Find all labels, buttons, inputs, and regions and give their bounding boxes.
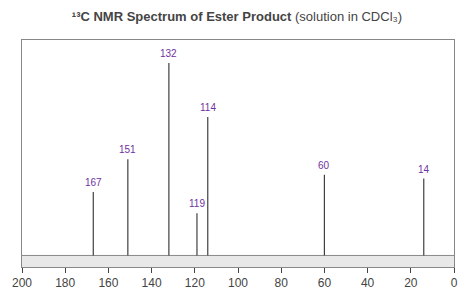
svg-text:119: 119 bbox=[189, 198, 205, 209]
svg-text:151: 151 bbox=[119, 144, 136, 155]
svg-text:167: 167 bbox=[85, 177, 102, 188]
svg-text:80: 80 bbox=[275, 276, 289, 290]
svg-text:160: 160 bbox=[98, 276, 118, 290]
svg-text:114: 114 bbox=[200, 102, 216, 113]
svg-text:¹³C NMR Spectrum of Ester Prod: ¹³C NMR Spectrum of Ester Product (solut… bbox=[72, 9, 402, 24]
svg-text:200: 200 bbox=[12, 276, 32, 290]
svg-text:180: 180 bbox=[55, 276, 75, 290]
svg-text:60: 60 bbox=[318, 160, 330, 171]
svg-text:14: 14 bbox=[418, 164, 430, 175]
svg-text:140: 140 bbox=[142, 276, 162, 290]
svg-text:20: 20 bbox=[404, 276, 418, 290]
svg-text:60: 60 bbox=[318, 276, 332, 290]
svg-text:132: 132 bbox=[160, 48, 177, 59]
svg-text:100: 100 bbox=[228, 276, 248, 290]
svg-text:0: 0 bbox=[451, 276, 458, 290]
svg-text:120: 120 bbox=[185, 276, 205, 290]
svg-text:40: 40 bbox=[361, 276, 375, 290]
